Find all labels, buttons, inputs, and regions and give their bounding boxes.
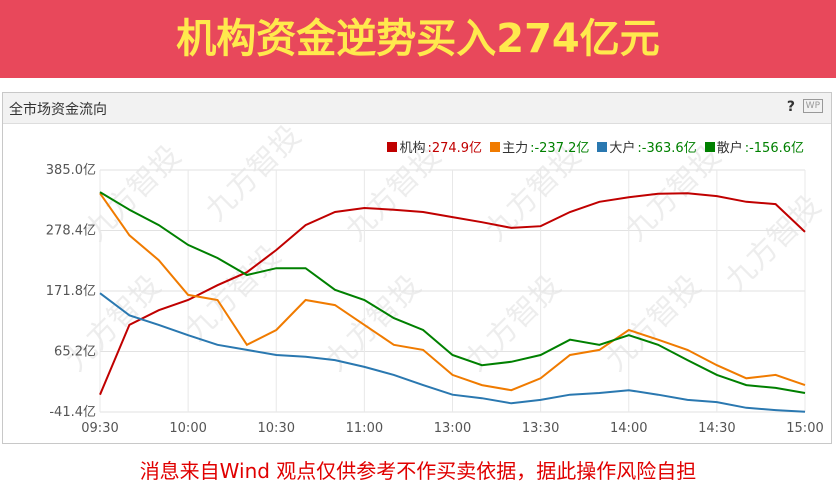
legend-label: 散户 bbox=[716, 141, 743, 156]
x-tick-label: 09:30 bbox=[81, 421, 118, 436]
series-line bbox=[99, 292, 806, 413]
y-tick-label: 65.2亿 bbox=[54, 345, 96, 360]
x-tick-label: 14:00 bbox=[610, 421, 647, 436]
y-tick-label: 171.8亿 bbox=[46, 284, 96, 299]
legend-item: 散户:-156.6亿 bbox=[704, 137, 804, 156]
x-tick-label: 10:30 bbox=[258, 421, 295, 436]
series-line bbox=[99, 192, 806, 396]
y-tick-label: 278.4亿 bbox=[46, 224, 96, 239]
watermark: 九方智投 bbox=[198, 118, 308, 228]
badge[interactable]: WP bbox=[802, 99, 823, 113]
legend-value: :274.9亿 bbox=[427, 141, 483, 156]
legend-swatch bbox=[704, 141, 715, 152]
x-tick-label: 14:30 bbox=[698, 421, 735, 436]
legend: 机构:274.9亿 主力:-237.2亿 大户:-363.6亿 散户:-156.6亿 bbox=[387, 137, 804, 156]
x-tick-label: 13:00 bbox=[434, 421, 471, 436]
panel-title: 全市场资金流向 bbox=[9, 102, 107, 118]
legend-label: 机构 bbox=[399, 141, 426, 156]
legend-item: 主力:-237.2亿 bbox=[490, 137, 589, 156]
x-tick-label: 13:30 bbox=[522, 421, 559, 436]
panel: 全市场资金流向 ? WP bbox=[2, 92, 832, 444]
series-line bbox=[99, 191, 806, 394]
banner-title: 机构资金逆势买入274亿元 bbox=[176, 16, 660, 62]
x-tick-label: 10:00 bbox=[169, 421, 206, 436]
x-tick-label: 15:00 bbox=[786, 421, 823, 436]
legend-swatch bbox=[490, 141, 501, 152]
y-tick-label: 385.0亿 bbox=[46, 163, 96, 178]
legend-swatch bbox=[387, 141, 398, 152]
legend-value: :-237.2亿 bbox=[530, 141, 590, 156]
legend-value: :-363.6亿 bbox=[637, 141, 697, 156]
panel-header: 全市场资金流向 ? WP bbox=[3, 93, 831, 124]
legend-item: 机构:274.9亿 bbox=[387, 137, 482, 156]
series-line bbox=[99, 192, 806, 392]
footer: 消息来自Wind 观点仅供参考不作买卖依据，据此操作风险自担 bbox=[139, 459, 697, 483]
legend-item: 大户:-363.6亿 bbox=[597, 137, 697, 156]
legend-label: 主力 bbox=[502, 141, 529, 156]
watermark: 九方智投 bbox=[318, 268, 428, 378]
banner: 机构资金逆势买入274亿元 bbox=[0, 0, 836, 78]
x-tick-label: 11:00 bbox=[346, 421, 383, 436]
legend-label: 大户 bbox=[609, 141, 636, 156]
y-tick-label: -41.4亿 bbox=[49, 405, 96, 420]
watermark: 九方智投 bbox=[718, 188, 828, 298]
legend-value: :-156.6亿 bbox=[744, 141, 804, 156]
legend-swatch bbox=[597, 141, 608, 152]
help-button[interactable]: ? bbox=[786, 99, 795, 115]
